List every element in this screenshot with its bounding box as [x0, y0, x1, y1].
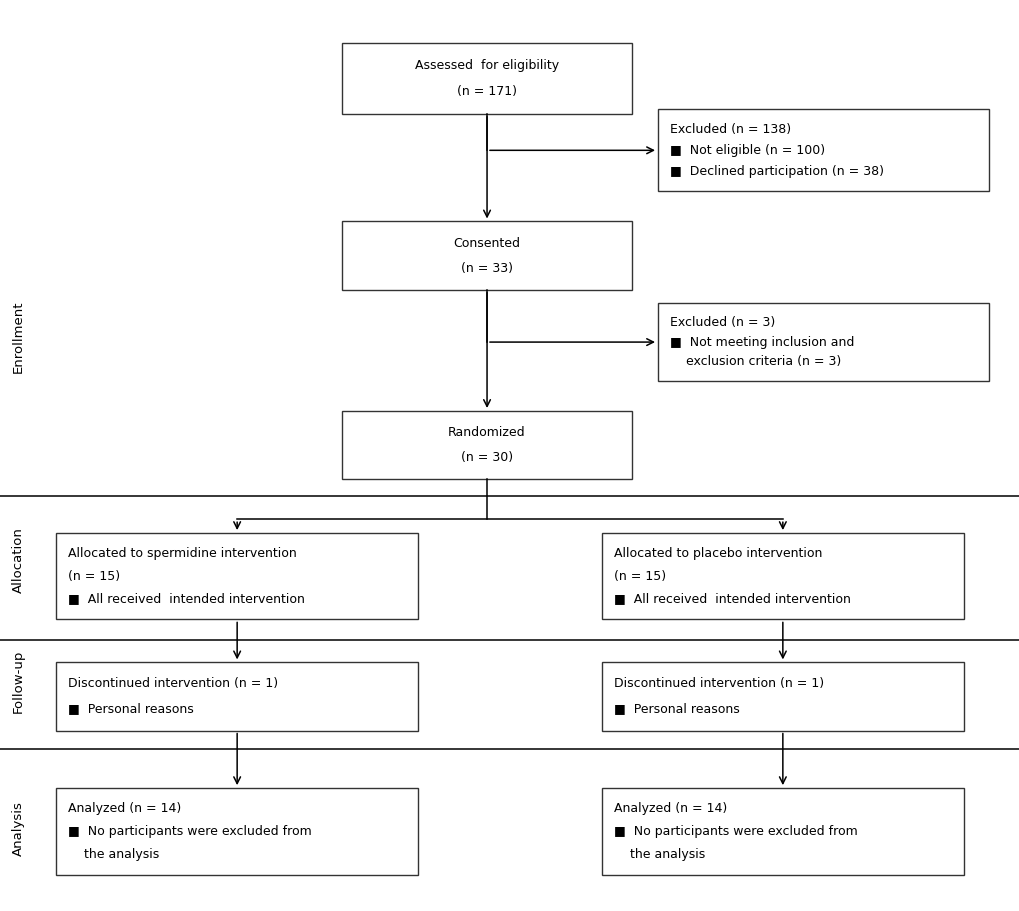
Text: (n = 33): (n = 33) — [461, 261, 513, 274]
FancyBboxPatch shape — [341, 221, 632, 290]
FancyBboxPatch shape — [601, 533, 963, 619]
Text: exclusion criteria (n = 3): exclusion criteria (n = 3) — [669, 355, 841, 368]
Text: the analysis: the analysis — [613, 847, 704, 861]
Text: Analyzed (n = 14): Analyzed (n = 14) — [613, 802, 727, 815]
Text: Allocated to spermidine intervention: Allocated to spermidine intervention — [68, 547, 297, 560]
Text: Analysis: Analysis — [12, 802, 25, 856]
Text: ■  Not meeting inclusion and: ■ Not meeting inclusion and — [669, 335, 854, 349]
FancyBboxPatch shape — [601, 662, 963, 731]
FancyBboxPatch shape — [341, 43, 632, 114]
Text: Analyzed (n = 14): Analyzed (n = 14) — [68, 802, 181, 815]
FancyBboxPatch shape — [657, 109, 988, 191]
Text: Excluded (n = 138): Excluded (n = 138) — [669, 123, 791, 136]
FancyBboxPatch shape — [341, 411, 632, 479]
Text: ■  No participants were excluded from: ■ No participants were excluded from — [613, 824, 857, 838]
Text: ■  Not eligible (n = 100): ■ Not eligible (n = 100) — [669, 144, 824, 157]
Text: Enrollment: Enrollment — [12, 301, 25, 374]
Text: Randomized: Randomized — [447, 426, 526, 439]
Text: the analysis: the analysis — [68, 847, 159, 861]
FancyBboxPatch shape — [657, 303, 988, 381]
Text: ■  Declined participation (n = 38): ■ Declined participation (n = 38) — [669, 165, 883, 178]
FancyBboxPatch shape — [56, 533, 418, 619]
Text: Discontinued intervention (n = 1): Discontinued intervention (n = 1) — [613, 678, 823, 691]
Text: Consented: Consented — [453, 237, 520, 250]
FancyBboxPatch shape — [56, 662, 418, 731]
Text: ■  Personal reasons: ■ Personal reasons — [613, 702, 739, 715]
Text: Assessed  for eligibility: Assessed for eligibility — [415, 58, 558, 72]
Text: (n = 15): (n = 15) — [613, 569, 665, 583]
Text: ■  All received  intended intervention: ■ All received intended intervention — [68, 592, 305, 606]
Text: ■  No participants were excluded from: ■ No participants were excluded from — [68, 824, 312, 838]
Text: (n = 30): (n = 30) — [461, 451, 513, 464]
Text: ■  All received  intended intervention: ■ All received intended intervention — [613, 592, 850, 606]
FancyBboxPatch shape — [601, 788, 963, 875]
Text: Follow-up: Follow-up — [12, 650, 25, 713]
FancyBboxPatch shape — [56, 788, 418, 875]
Text: (n = 171): (n = 171) — [457, 85, 517, 98]
Text: (n = 15): (n = 15) — [68, 569, 120, 583]
Text: Discontinued intervention (n = 1): Discontinued intervention (n = 1) — [68, 678, 278, 691]
Text: Allocation: Allocation — [12, 527, 25, 593]
Text: ■  Personal reasons: ■ Personal reasons — [68, 702, 194, 715]
Text: Excluded (n = 3): Excluded (n = 3) — [669, 316, 774, 329]
Text: Allocated to placebo intervention: Allocated to placebo intervention — [613, 547, 821, 560]
